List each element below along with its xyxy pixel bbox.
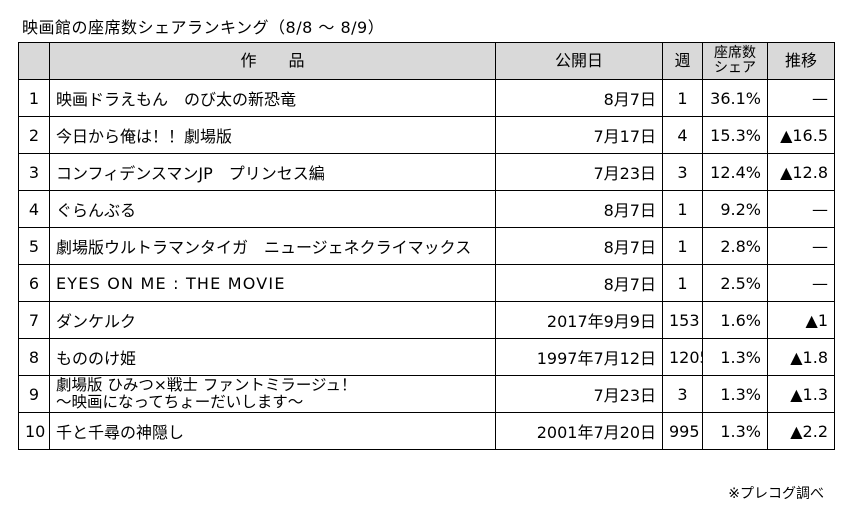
rank-cell: 8 bbox=[18, 338, 50, 376]
weeks-cell: 1 bbox=[662, 79, 703, 117]
weeks-cell: 1 bbox=[662, 190, 703, 228]
weeks-cell: 1 bbox=[662, 264, 703, 302]
release-date-cell: 8月7日 bbox=[495, 79, 663, 117]
rank-cell: 4 bbox=[18, 190, 50, 228]
header-share-line1: 座席数 bbox=[714, 45, 756, 61]
trend-cell: ▲1 bbox=[767, 301, 835, 339]
release-date-cell: 7月23日 bbox=[495, 375, 663, 413]
share-cell: 36.1% bbox=[702, 79, 768, 117]
table-row: 4 ぐらんぶる 8月7日 1 9.2% — bbox=[18, 190, 835, 228]
rank-cell: 9 bbox=[18, 375, 50, 413]
weeks-cell: 1 bbox=[662, 227, 703, 265]
share-cell: 15.3% bbox=[702, 116, 768, 154]
share-cell: 9.2% bbox=[702, 190, 768, 228]
rank-cell: 5 bbox=[18, 227, 50, 265]
release-date-cell: 2001年7月20日 bbox=[495, 412, 663, 450]
rank-cell: 7 bbox=[18, 301, 50, 339]
trend-cell: — bbox=[767, 79, 835, 117]
rank-cell: 6 bbox=[18, 264, 50, 302]
trend-cell: ▲2.2 bbox=[767, 412, 835, 450]
film-title-cell: 劇場版 ひみつ×戦士 ファントミラージュ！ ～映画になってちょーだいします～ bbox=[49, 375, 496, 413]
film-title-cell: EYES ON ME : THE MOVIE bbox=[49, 264, 496, 302]
rank-cell: 2 bbox=[18, 116, 50, 154]
share-cell: 1.3% bbox=[702, 412, 768, 450]
header-share: 座席数 シェア bbox=[702, 42, 768, 80]
release-date-cell: 8月7日 bbox=[495, 264, 663, 302]
table-row: 5 劇場版ウルトラマンタイガ ニュージェネクライマックス 8月7日 1 2.8%… bbox=[18, 227, 835, 265]
release-date-cell: 8月7日 bbox=[495, 227, 663, 265]
table-header-row: 作 品 公開日 週 座席数 シェア 推移 bbox=[18, 42, 835, 80]
table-row: 1 映画ドラえもん のび太の新恐竜 8月7日 1 36.1% — bbox=[18, 79, 835, 117]
trend-cell: — bbox=[767, 227, 835, 265]
film-title-cell: ダンケルク bbox=[49, 301, 496, 339]
rank-cell: 3 bbox=[18, 153, 50, 191]
trend-cell: ▲16.5 bbox=[767, 116, 835, 154]
weeks-cell: 4 bbox=[662, 116, 703, 154]
rank-cell: 1 bbox=[18, 79, 50, 117]
weeks-cell: 3 bbox=[662, 375, 703, 413]
trend-cell: ▲1.8 bbox=[767, 338, 835, 376]
share-cell: 1.3% bbox=[702, 375, 768, 413]
trend-cell: ▲12.8 bbox=[767, 153, 835, 191]
header-rank bbox=[18, 42, 50, 80]
release-date-cell: 2017年9月9日 bbox=[495, 301, 663, 339]
weeks-cell: 995 bbox=[662, 412, 703, 450]
release-date-cell: 8月7日 bbox=[495, 190, 663, 228]
release-date-cell: 7月17日 bbox=[495, 116, 663, 154]
source-note: ※プレコグ調べ bbox=[728, 486, 824, 502]
film-title-cell: 劇場版ウルトラマンタイガ ニュージェネクライマックス bbox=[49, 227, 496, 265]
weeks-cell: 153 bbox=[662, 301, 703, 339]
table-row: 9 劇場版 ひみつ×戦士 ファントミラージュ！ ～映画になってちょーだいします～… bbox=[18, 375, 835, 413]
table-row: 8 もののけ姫 1997年7月12日 1205 1.3% ▲1.8 bbox=[18, 338, 835, 376]
header-trend: 推移 bbox=[767, 42, 835, 80]
trend-cell: — bbox=[767, 190, 835, 228]
film-title-line2: ～映画になってちょーだいします～ bbox=[56, 393, 304, 411]
ranking-table: 作 品 公開日 週 座席数 シェア 推移 1 映画ドラえもん のび太の新恐竜 8… bbox=[18, 42, 835, 450]
film-title-cell: ぐらんぶる bbox=[49, 190, 496, 228]
page-title: 映画館の座席数シェアランキング（8/8 ～ 8/9） bbox=[22, 18, 385, 37]
share-cell: 2.5% bbox=[702, 264, 768, 302]
weeks-cell: 1205 bbox=[662, 338, 703, 376]
header-weeks: 週 bbox=[662, 42, 703, 80]
film-title-cell: 今日から俺は！！劇場版 bbox=[49, 116, 496, 154]
table-row: 10 千と千尋の神隠し 2001年7月20日 995 1.3% ▲2.2 bbox=[18, 412, 835, 450]
table-row: 7 ダンケルク 2017年9月9日 153 1.6% ▲1 bbox=[18, 301, 835, 339]
film-title-cell: コンフィデンスマンJP プリンセス編 bbox=[49, 153, 496, 191]
share-cell: 2.8% bbox=[702, 227, 768, 265]
film-title-cell: 千と千尋の神隠し bbox=[49, 412, 496, 450]
header-film: 作 品 bbox=[49, 42, 496, 80]
trend-cell: ▲1.3 bbox=[767, 375, 835, 413]
table-row: 6 EYES ON ME : THE MOVIE 8月7日 1 2.5% — bbox=[18, 264, 835, 302]
film-title-cell: 映画ドラえもん のび太の新恐竜 bbox=[49, 79, 496, 117]
trend-cell: — bbox=[767, 264, 835, 302]
rank-cell: 10 bbox=[18, 412, 50, 450]
header-share-line2: シェア bbox=[714, 60, 756, 76]
film-title-cell: もののけ姫 bbox=[49, 338, 496, 376]
release-date-cell: 1997年7月12日 bbox=[495, 338, 663, 376]
film-title-line1: 劇場版 ひみつ×戦士 ファントミラージュ！ bbox=[56, 376, 357, 394]
share-cell: 1.6% bbox=[702, 301, 768, 339]
share-cell: 12.4% bbox=[702, 153, 768, 191]
table-row: 2 今日から俺は！！劇場版 7月17日 4 15.3% ▲16.5 bbox=[18, 116, 835, 154]
release-date-cell: 7月23日 bbox=[495, 153, 663, 191]
weeks-cell: 3 bbox=[662, 153, 703, 191]
table-row: 3 コンフィデンスマンJP プリンセス編 7月23日 3 12.4% ▲12.8 bbox=[18, 153, 835, 191]
header-release: 公開日 bbox=[495, 42, 663, 80]
share-cell: 1.3% bbox=[702, 338, 768, 376]
